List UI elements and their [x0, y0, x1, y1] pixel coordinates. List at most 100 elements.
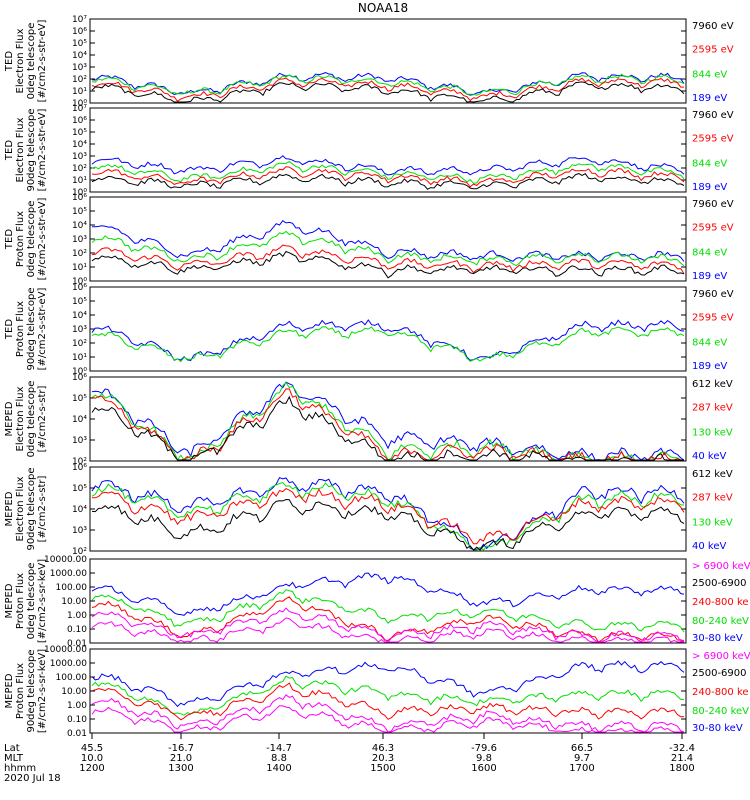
y-tick-label: 10.00: [61, 597, 87, 607]
x-tick-lat: -79.6: [471, 743, 497, 754]
x-tick-hhmm: 1800: [669, 763, 694, 774]
legend-entry: 240-800 ke: [692, 597, 749, 608]
y-axis-label: MEPED Proton Flux 90deg telescope [#/cm2-s-…: [4, 649, 48, 733]
y-axis-label: MEPED Proton Flux 0deg telescope [#/cm2-s-s…: [4, 559, 48, 643]
legend-entry: 844 eV: [692, 338, 727, 349]
y-tick-label: 10⁶: [72, 373, 87, 383]
series-line--6900-kev: [91, 705, 684, 733]
legend-entry: 844 eV: [692, 159, 727, 170]
legend-entry: 2595 eV: [692, 44, 734, 55]
y-axis-label-line: TED: [4, 229, 15, 250]
y-tick-label: 10³: [72, 436, 87, 446]
y-tick-label: 10⁰: [72, 367, 87, 377]
series-line-40-kev: [91, 476, 685, 551]
y-axis-label-line: 90deg telescope: [26, 649, 37, 732]
y-tick-label: 10⁷: [72, 15, 87, 25]
y-tick-label: 10⁶: [72, 283, 87, 293]
series-line-612-kev: [91, 498, 685, 551]
y-tick-label: 10⁷: [72, 104, 87, 114]
series-line-30-80-kev: [91, 572, 685, 616]
series-line-189-ev: [91, 155, 685, 176]
x-tick-hhmm: 1200: [79, 763, 104, 774]
legend-entry: 189 eV: [692, 271, 727, 282]
series-line-189-ev: [91, 72, 685, 96]
y-axis-label-line: MEPED: [4, 673, 15, 708]
x-tick-hhmm: 1500: [370, 763, 395, 774]
y-axis-label-line: MEPED: [4, 583, 15, 618]
y-tick-label: 10⁶: [72, 116, 87, 126]
panel-frame: [89, 18, 687, 104]
panel-8: 0.010.101.0010.00100.001000.0010000.00ME…: [4, 645, 750, 739]
series-line-2595-ev: [91, 244, 685, 274]
x-tick-mlt: 21.0: [170, 753, 192, 764]
y-tick-label: 10000.00: [44, 555, 87, 565]
y-axis-label-line: 90deg telescope: [26, 108, 37, 191]
legend-entry: > 6900 keV: [692, 561, 750, 572]
series-line-189-ev: [91, 220, 685, 263]
y-tick-label: 10¹: [72, 353, 87, 363]
legend-entry: 189 eV: [692, 361, 727, 372]
y-tick-label: 10²: [72, 547, 87, 557]
legend-entry: 80-240 keV: [692, 706, 749, 717]
y-axis-label-line: Proton Flux: [15, 573, 26, 629]
y-tick-label: 10³: [72, 152, 87, 162]
panel-frame: [89, 286, 687, 372]
y-tick-label: 10⁰: [72, 188, 87, 198]
x-tick-hhmm: 1300: [168, 763, 193, 774]
series-line-30-80-kev: [91, 660, 685, 708]
series-line-40-kev: [91, 381, 685, 461]
legend-entry: > 6900 keV: [692, 651, 750, 662]
legend-entry: 612 keV: [692, 379, 733, 390]
x-tick-hhmm: 1400: [266, 763, 291, 774]
x-tick-mlt: 21.4: [671, 753, 693, 764]
panel-2: 10⁰ 10¹ 10² 10³ 10⁴ 10⁵ 10⁶ 10⁷ TED Electron Flux…: [4, 104, 734, 198]
series-line-287-kev: [92, 488, 685, 545]
series-line-7960-ev: [91, 250, 685, 279]
legend-entry: 7960 eV: [692, 289, 734, 300]
panel-frame: [89, 107, 687, 193]
y-axis-label-line: Electron Flux: [15, 28, 26, 93]
y-axis-label: TED Electron Flux 0deg telescope [#/cm2-s-s…: [4, 20, 48, 103]
x-tick-lat: 45.5: [81, 743, 103, 754]
y-tick-label: 0.01: [67, 729, 87, 739]
y-tick-label: 10⁴: [72, 415, 87, 425]
y-axis-label-line: MEPED: [4, 401, 15, 436]
series-line-844-ev: [91, 230, 685, 267]
y-axis-label-line: [#/cm2-s-str]: [37, 385, 48, 452]
y-axis-label-line: Proton Flux: [15, 663, 26, 719]
x-tick-hhmm: 1600: [471, 763, 496, 774]
y-tick-label: 10⁴: [72, 221, 87, 231]
legend-entry: 40 keV: [692, 451, 726, 462]
x-tick-mlt: 8.8: [271, 753, 287, 764]
x-axis-row-label: 2020 Jul 18: [4, 773, 61, 784]
panel-5: 10² 10³ 10⁴ 10⁵ 10⁶ MEPED Electron Flux 0deg te…: [4, 373, 733, 467]
legend-entry: 189 eV: [692, 182, 727, 193]
series-line-240-800-kev: [91, 596, 685, 643]
legend-entry: 130 keV: [692, 428, 733, 439]
y-axis-label-line: [#/cm2-s-str-eV]: [37, 288, 48, 371]
y-tick-label: 1.00: [67, 611, 87, 621]
series-line-240-800-kev: [91, 682, 685, 721]
legend-entry: 130 keV: [692, 518, 733, 529]
y-tick-label: 1.00: [67, 701, 87, 711]
y-tick-label: 10³: [72, 325, 87, 335]
y-tick-label: 0.10: [67, 715, 87, 725]
x-tick-hhmm: 1700: [569, 763, 594, 774]
chart-title: NOAA18: [358, 1, 408, 15]
y-axis-label-line: 0deg telescope: [26, 563, 37, 640]
series-line-130-kev: [91, 482, 685, 551]
x-tick-mlt: 10.0: [81, 753, 103, 764]
y-tick-label: 1000.00: [50, 569, 87, 579]
y-axis-label-line: [#/cm2-s-str-eV]: [37, 198, 48, 281]
legend-entry: 40 keV: [692, 541, 726, 552]
y-axis-label: MEPED Electron Flux 90deg telescope [#/cm2-…: [4, 467, 48, 550]
y-tick-label: 10²: [72, 75, 87, 85]
y-axis-label-line: [#/cm2-s-sr-keV]: [37, 559, 48, 643]
y-tick-label: 10⁴: [72, 505, 87, 515]
y-axis-label-line: 0deg telescope: [26, 23, 37, 100]
x-tick-lat: -16.7: [168, 743, 194, 754]
y-axis-label-line: [#/cm2-s-str-eV]: [37, 20, 48, 103]
